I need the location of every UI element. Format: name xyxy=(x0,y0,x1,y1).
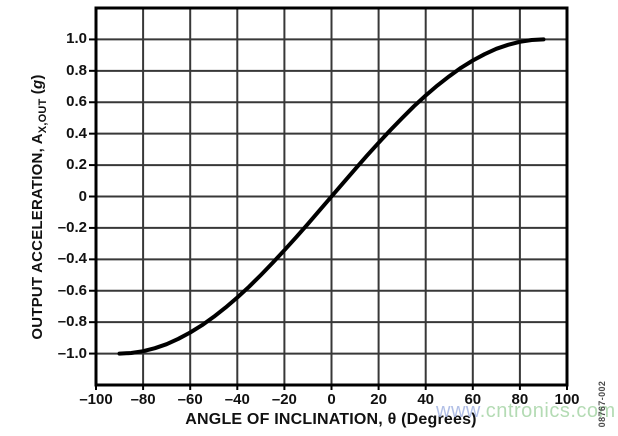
y-tick-label: 0 xyxy=(78,187,87,205)
watermark: www.cntronics.com xyxy=(436,400,616,423)
y-axis-unit-g: g xyxy=(29,79,46,90)
plot-frame xyxy=(94,6,569,387)
x-tick-label: 80 xyxy=(511,391,529,408)
x-tick-label: –80 xyxy=(130,391,156,408)
x-tick-label: –60 xyxy=(177,391,203,408)
x-tick-label: –20 xyxy=(271,391,297,408)
y-tick-label: 1.0 xyxy=(66,30,87,48)
x-tick-label: 100 xyxy=(554,391,580,408)
x-tick-label: 60 xyxy=(464,391,482,408)
y-axis-title: OUTPUT ACCELERATION, AX,OUT (g) xyxy=(29,74,49,339)
x-tick-label: –40 xyxy=(224,391,250,408)
y-tick-label: 0.8 xyxy=(66,61,87,79)
x-tick-label: 0 xyxy=(327,391,336,408)
figure-code: 08767-002 xyxy=(597,380,607,428)
y-tick-label: –0.2 xyxy=(57,218,87,236)
x-tick-label: 40 xyxy=(417,391,435,408)
watermark-www: www xyxy=(436,400,480,422)
y-tick-label: 0.6 xyxy=(66,93,87,111)
y-tick-label: –0.4 xyxy=(57,250,87,268)
data-curve xyxy=(117,37,546,356)
y-tick-label: –0.6 xyxy=(57,281,87,299)
y-tick-label: –0.8 xyxy=(57,313,87,331)
y-tick-label: 0.2 xyxy=(66,156,87,174)
x-tick-label: –100 xyxy=(79,391,113,408)
y-tick-label: 0.4 xyxy=(66,124,87,142)
x-axis-title: ANGLE OF INCLINATION, θ (Degrees) xyxy=(185,411,477,428)
x-tick-label: 20 xyxy=(370,391,387,408)
y-tick-label: –1.0 xyxy=(57,344,87,362)
watermark-domain: .cntronics.com xyxy=(479,400,616,422)
